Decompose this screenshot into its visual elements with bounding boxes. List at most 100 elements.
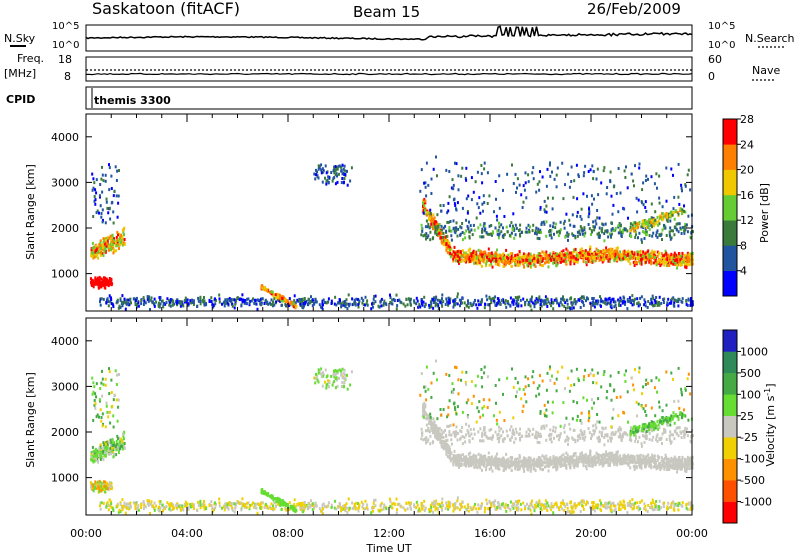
- power-cell: [423, 295, 426, 299]
- power-cell: [497, 254, 500, 257]
- power-cell: [658, 301, 660, 304]
- velocity-cell: [187, 506, 190, 510]
- velocity-cell: [98, 479, 101, 483]
- velocity-cell: [104, 453, 107, 457]
- power-cell: [690, 236, 693, 240]
- power-cell: [619, 228, 622, 232]
- power-cell: [638, 260, 641, 263]
- velocity-cell: [96, 413, 99, 417]
- power-cell: [93, 181, 96, 185]
- velocity-cell: [636, 501, 639, 505]
- power-cell: [326, 300, 329, 304]
- power-cell: [630, 299, 633, 303]
- power-cell: [151, 300, 154, 304]
- power-cell: [454, 302, 457, 305]
- power-cell: [670, 301, 673, 305]
- power-cell: [672, 173, 674, 177]
- power-cell: [518, 257, 521, 261]
- power-cell: [609, 298, 612, 302]
- velocity-cell: [453, 507, 456, 510]
- power-cell: [520, 304, 523, 308]
- power-cell: [605, 246, 608, 250]
- power-cell: [528, 300, 531, 304]
- power-cell: [572, 255, 575, 259]
- power-cell: [660, 262, 663, 266]
- power-cell: [474, 180, 477, 184]
- velocity-cell: [517, 508, 520, 512]
- velocity-cell: [252, 501, 254, 505]
- power-cell: [606, 256, 609, 260]
- velocity-cell: [96, 480, 99, 484]
- freq-panel-frame: [85, 56, 693, 82]
- power-cell: [691, 262, 694, 266]
- velocity-cell: [530, 512, 533, 516]
- power-cell: [94, 202, 97, 206]
- power-cell: [430, 192, 433, 195]
- velocity-cell: [670, 505, 673, 509]
- power-cell: [585, 299, 587, 303]
- power-cell: [669, 237, 672, 241]
- power-cell: [589, 245, 592, 249]
- power-cell: [477, 257, 480, 261]
- velocity-cell: [399, 504, 402, 508]
- power-cell: [115, 244, 118, 248]
- power-cell: [685, 223, 688, 227]
- power-cell: [347, 293, 350, 297]
- velocity-cell: [97, 450, 100, 454]
- power-cell: [644, 258, 647, 261]
- power-cell: [594, 225, 596, 229]
- velocity-cell: [509, 507, 512, 511]
- power-cell: [691, 303, 694, 307]
- velocity-cell: [214, 501, 216, 505]
- velocity-cell: [293, 503, 296, 507]
- power-cell: [476, 256, 478, 260]
- power-cell: [616, 255, 619, 259]
- velocity-cell: [121, 445, 124, 449]
- power-cell: [494, 226, 497, 230]
- velocity-cell: [512, 506, 515, 510]
- power-cell: [642, 203, 645, 207]
- power-cell: [109, 300, 111, 304]
- power-cell: [427, 183, 430, 187]
- power-cell: [490, 232, 493, 236]
- power-cell: [92, 249, 95, 253]
- power-cell: [104, 247, 106, 251]
- power-cell: [459, 233, 462, 237]
- power-cell: [488, 296, 491, 300]
- power-cell: [479, 253, 481, 257]
- velocity-cell: [92, 381, 95, 385]
- power-cell: [93, 247, 96, 251]
- power-cell: [516, 264, 519, 268]
- power-cell: [565, 259, 568, 263]
- power-cell: [166, 297, 169, 301]
- velocity-cell: [362, 502, 365, 506]
- power-cell: [477, 226, 480, 230]
- velocity-cell: [544, 499, 547, 503]
- power-cell: [348, 304, 351, 308]
- power-cell: [591, 164, 594, 168]
- power-cell: [336, 180, 339, 184]
- power-cell: [171, 300, 174, 304]
- power-cell: [480, 164, 483, 167]
- velocity-cell: [649, 506, 651, 510]
- power-cell: [670, 297, 673, 301]
- power-cell: [638, 220, 641, 224]
- power-cell: [563, 226, 566, 230]
- power-cell: [658, 233, 661, 237]
- power-cell: [107, 304, 110, 308]
- velocity-cell: [246, 501, 249, 505]
- power-cell: [677, 212, 680, 216]
- velocity-cell: [121, 508, 124, 512]
- power-cell: [275, 300, 278, 304]
- power-cell: [679, 254, 682, 258]
- power-cell: [548, 230, 551, 234]
- power-cell: [571, 302, 574, 306]
- power-cell: [566, 231, 569, 235]
- power-cell: [475, 261, 478, 265]
- power-cell: [469, 224, 472, 228]
- power-cell: [499, 302, 501, 306]
- power-cell: [527, 173, 530, 177]
- power-cell: [517, 229, 520, 232]
- power-cell: [92, 285, 95, 289]
- power-cell: [583, 252, 586, 256]
